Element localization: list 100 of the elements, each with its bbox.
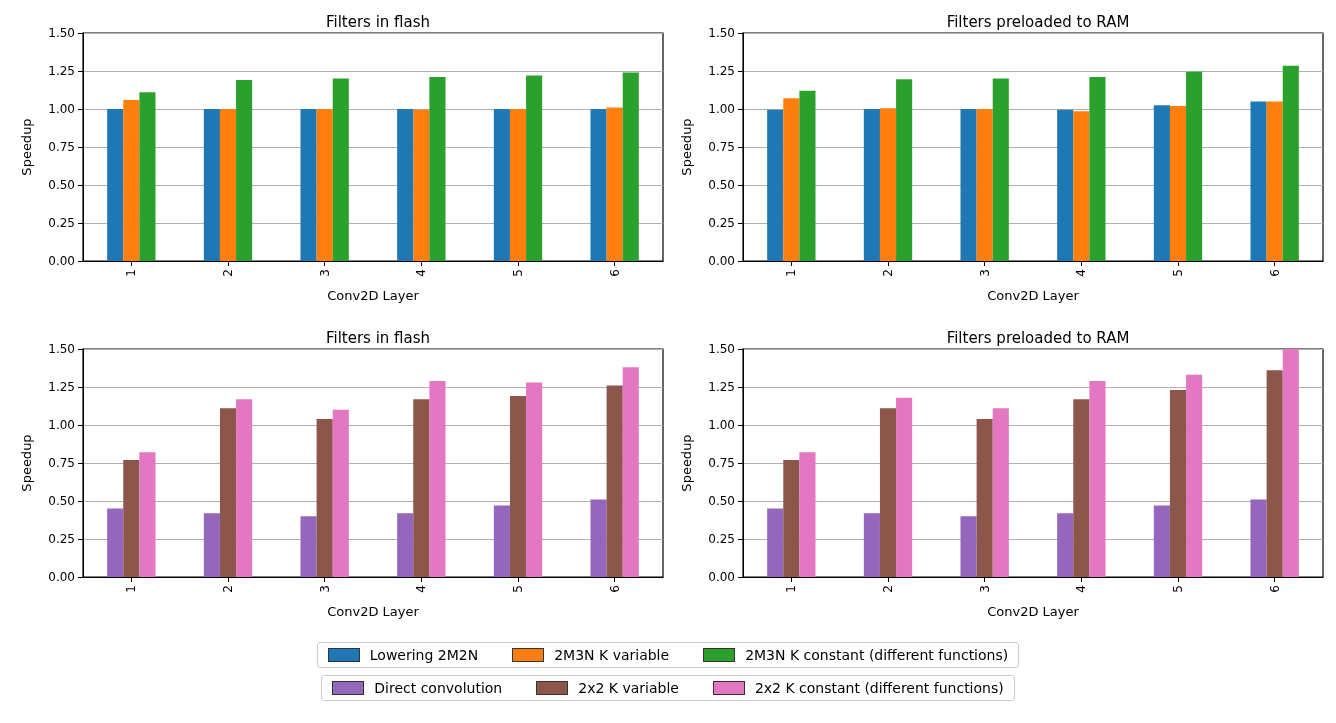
bar <box>590 499 607 577</box>
x-tick-label: 4 <box>1074 585 1089 593</box>
bar <box>622 367 639 577</box>
bar <box>526 75 543 261</box>
legend-label: 2x2 K variable <box>578 680 679 696</box>
bar <box>1282 65 1299 261</box>
x-tick-label: 3 <box>317 269 332 277</box>
bar <box>1186 71 1203 261</box>
bar <box>896 79 913 261</box>
x-tick-label: 1 <box>124 269 139 277</box>
y-tick-label: 1.00 <box>48 102 75 116</box>
bar <box>896 397 913 577</box>
x-tick-label: 5 <box>511 585 525 593</box>
bar <box>590 109 607 261</box>
bar <box>397 513 414 577</box>
bar <box>332 409 349 577</box>
bar <box>1169 105 1187 261</box>
y-tick-label: 0.50 <box>708 494 735 508</box>
bar <box>1282 349 1299 577</box>
bar <box>1250 101 1267 261</box>
bar <box>783 98 800 261</box>
x-tick-label: 4 <box>414 269 429 277</box>
bar <box>300 109 317 261</box>
bar <box>203 109 220 261</box>
y-tick-label: 0.00 <box>708 570 735 584</box>
y-tick-label: 0.75 <box>708 456 735 470</box>
y-axis-title: Speedup <box>679 118 694 176</box>
bar <box>1089 77 1106 261</box>
bar <box>960 516 977 577</box>
x-tick-label: 2 <box>881 585 895 593</box>
bar <box>606 107 623 261</box>
bar <box>123 99 140 261</box>
bar <box>783 459 800 577</box>
x-tick-label: 5 <box>511 269 525 277</box>
bar <box>606 385 623 577</box>
chart-title: Filters in flash <box>325 12 431 31</box>
bar <box>1073 399 1090 577</box>
chart-title: Filters preloaded to RAM <box>946 328 1130 347</box>
bar <box>1057 513 1074 577</box>
y-tick-label: 0.00 <box>48 570 75 584</box>
bar <box>1153 105 1170 261</box>
y-tick-label: 1.50 <box>708 342 735 356</box>
bar <box>397 109 414 261</box>
bar <box>767 508 784 577</box>
bar <box>1250 499 1267 577</box>
y-axis-title: Speedup <box>19 434 34 492</box>
legend-label: 2x2 K constant (different functions) <box>754 680 1004 696</box>
legend-label: 2M3N K constant (different functions) <box>745 647 1009 663</box>
bar <box>1057 109 1074 261</box>
bar <box>509 396 527 577</box>
bar <box>493 109 510 261</box>
bar <box>976 109 993 261</box>
legend-label: 2M3N K variable <box>554 647 670 663</box>
bar <box>879 108 897 261</box>
bar <box>622 72 639 261</box>
y-tick-label: 1.25 <box>708 380 735 394</box>
x-axis-title: Conv2D Layer <box>987 288 1080 303</box>
bar <box>526 382 543 577</box>
y-axis-title: Speedup <box>19 118 34 176</box>
y-tick-label: 0.25 <box>708 216 735 230</box>
bar <box>1089 380 1106 577</box>
bar <box>219 109 237 261</box>
bar <box>509 109 527 261</box>
y-tick-label: 1.00 <box>708 418 735 432</box>
y-tick-label: 1.25 <box>708 64 735 78</box>
x-tick-label: 3 <box>977 585 992 593</box>
bar <box>316 418 333 577</box>
bar <box>203 513 220 577</box>
y-tick-label: 1.50 <box>708 26 735 40</box>
bar <box>332 78 349 261</box>
x-tick-label: 6 <box>607 585 622 593</box>
bar <box>1169 390 1187 577</box>
x-tick-label: 1 <box>124 585 139 593</box>
x-tick-label: 3 <box>317 585 332 593</box>
bar <box>992 408 1009 577</box>
bar <box>863 109 880 261</box>
y-tick-label: 1.25 <box>48 64 75 78</box>
bar <box>976 418 993 577</box>
bar <box>960 109 977 261</box>
y-tick-label: 0.75 <box>708 140 735 154</box>
x-tick-label: 6 <box>1267 585 1282 593</box>
legend-label: Lowering 2M2N <box>369 647 479 663</box>
x-tick-label: 3 <box>977 269 992 277</box>
chart-title: Filters preloaded to RAM <box>946 12 1130 31</box>
bar <box>1073 111 1090 261</box>
x-tick-label: 1 <box>784 269 799 277</box>
bar <box>799 452 816 577</box>
bar <box>429 77 446 261</box>
bar <box>767 109 784 261</box>
x-axis-title: Conv2D Layer <box>327 604 420 619</box>
x-tick-label: 5 <box>1171 585 1185 593</box>
bar <box>1186 374 1203 577</box>
x-axis-title: Conv2D Layer <box>327 288 420 303</box>
y-tick-label: 1.50 <box>48 26 75 40</box>
y-tick-label: 1.25 <box>48 380 75 394</box>
y-tick-label: 0.50 <box>708 178 735 192</box>
bar <box>799 90 816 261</box>
bar <box>219 408 237 577</box>
bar <box>992 78 1009 261</box>
y-tick-label: 0.50 <box>48 494 75 508</box>
